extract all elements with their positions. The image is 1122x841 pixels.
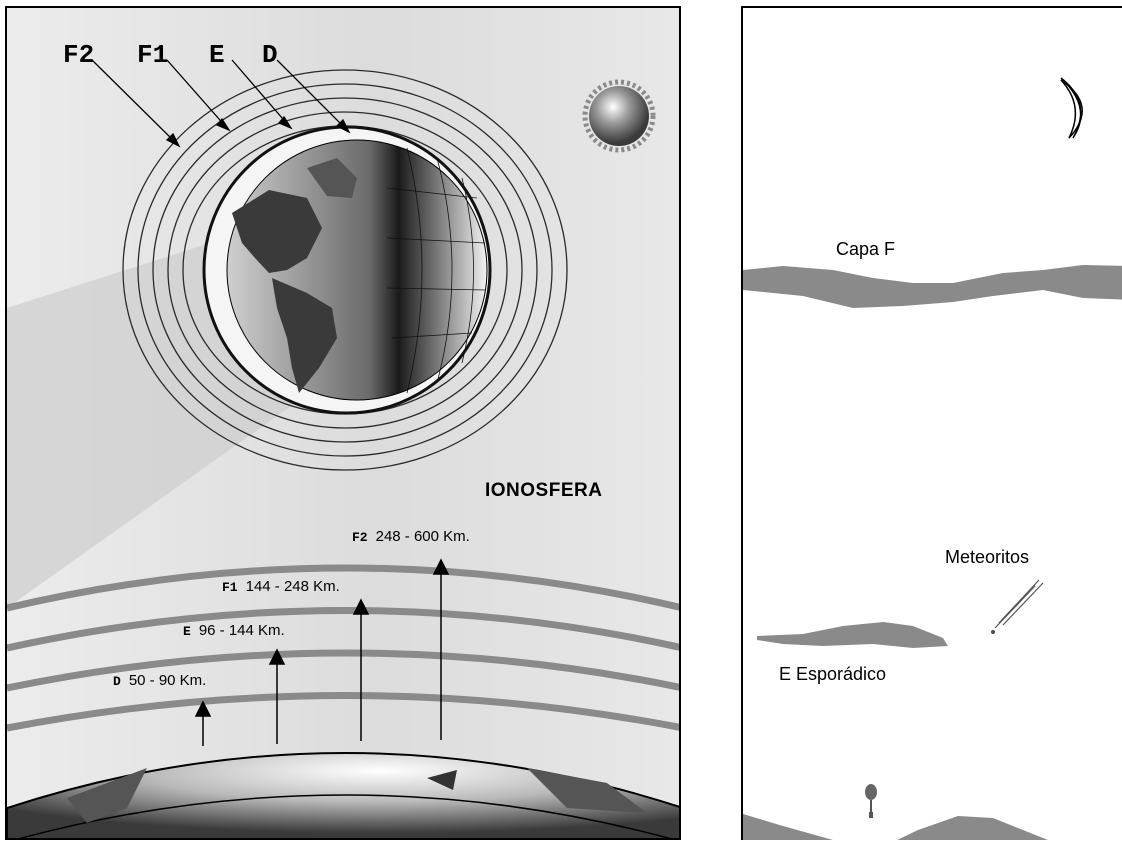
layer-label-f2: F2 <box>63 40 95 70</box>
altitude-tag: D <box>113 674 121 689</box>
ionosphere-illustration <box>7 59 679 838</box>
altitude-range: 96 - 144 Km. <box>198 622 285 639</box>
altitude-range: 50 - 90 Km. <box>128 672 207 689</box>
altitude-tag: F2 <box>352 530 368 545</box>
meteor-streaks <box>990 579 1044 635</box>
layer-scene-illustration <box>743 77 1122 840</box>
ground-silhouette <box>743 814 1048 840</box>
altitude-label-d: D 50 - 90 Km. <box>113 672 206 689</box>
f-layer-label: Capa F <box>836 239 896 259</box>
altitude-tag: F1 <box>222 580 238 595</box>
layer-label-e: E <box>209 40 225 70</box>
altitude-arrows <box>194 558 450 746</box>
f-layer-band <box>743 265 1122 308</box>
altitude-label-e: E 96 - 144 Km. <box>183 622 285 639</box>
sporadic-e-band <box>757 622 948 648</box>
altitude-range: 144 - 248 Km. <box>245 578 340 595</box>
ionosphere-rings <box>122 69 568 471</box>
diagram-title: IONOSFERA <box>485 480 603 501</box>
altitude-label-f1: F1 144 - 248 Km. <box>222 578 340 595</box>
layer-pointer-arrows <box>91 59 351 148</box>
ionosphere-diagram-panel: F2 F1 E D IONOSFERA F2 248 - 600 Km. F1 14… <box>5 6 681 840</box>
altitude-label-f2: F2 248 - 600 Km. <box>352 528 470 545</box>
altitude-range: 248 - 600 Km. <box>375 528 470 545</box>
altitude-tag: E <box>183 624 191 639</box>
layer-scene-panel: Capa F Meteoritos E Esporádico <box>741 6 1122 840</box>
layer-label-d: D <box>262 40 278 70</box>
meteors-label: Meteoritos <box>945 547 1030 567</box>
layer-label-f1: F1 <box>137 40 169 70</box>
sun-icon <box>582 79 656 153</box>
earth-globe <box>202 125 492 415</box>
atmosphere-bands <box>7 564 679 732</box>
sporadic-e-label: E Esporádico <box>779 664 887 684</box>
balloon-icon <box>865 784 877 818</box>
